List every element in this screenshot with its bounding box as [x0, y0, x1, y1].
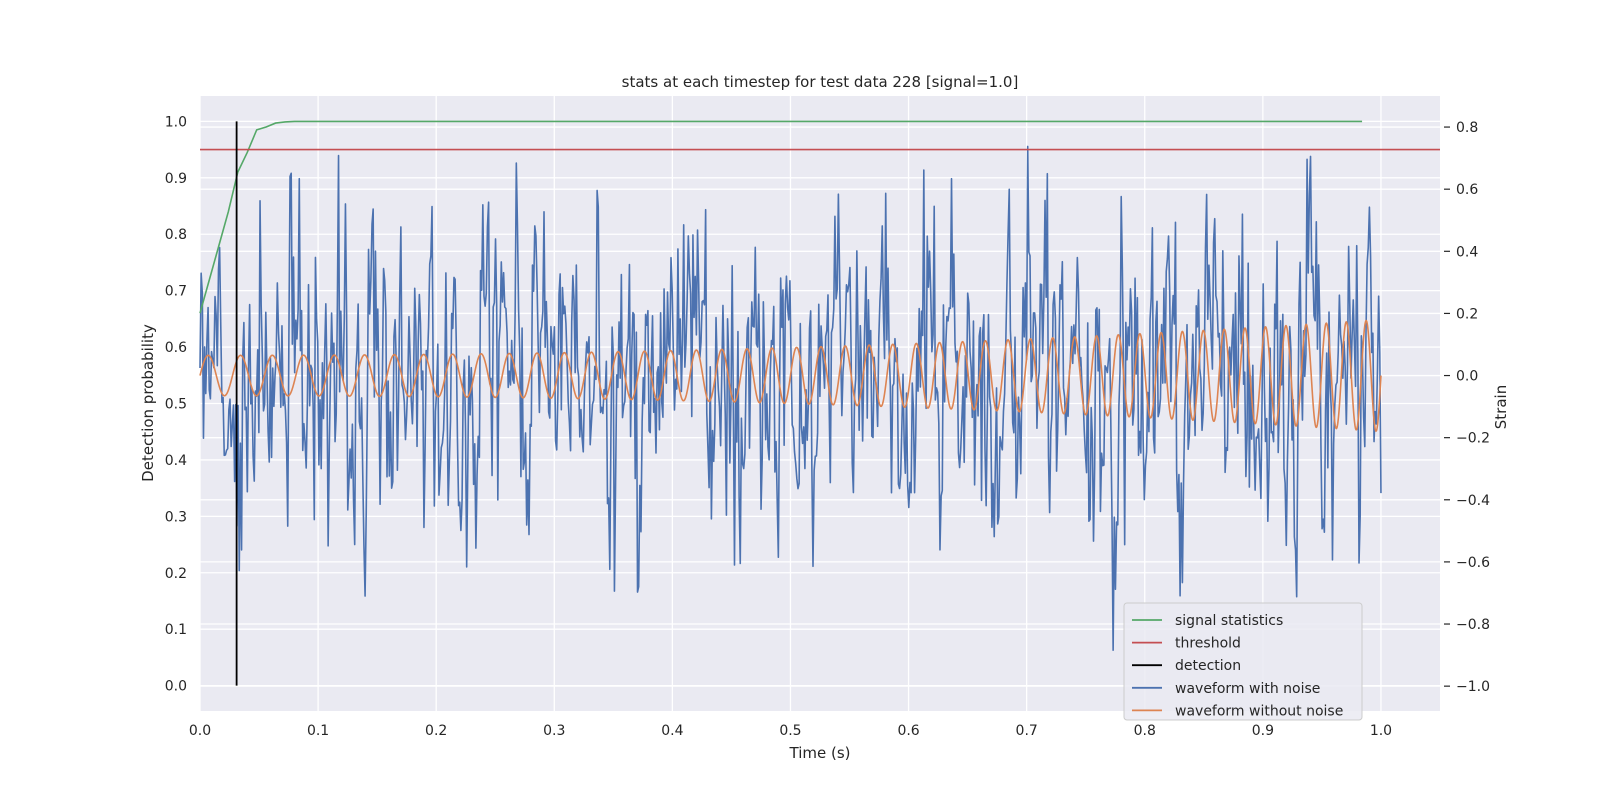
x-tick-label: 0.3 — [543, 723, 565, 739]
y-right-tick-label: −1.0 — [1456, 679, 1490, 695]
y-left-tick-label: 0.8 — [165, 227, 187, 243]
y-right-tick-label: 0.0 — [1456, 369, 1478, 385]
x-tick-label: 0.5 — [779, 723, 801, 739]
legend-label-detection: detection — [1175, 658, 1241, 674]
y-right-tick-label: 0.2 — [1456, 306, 1478, 322]
x-tick-label: 0.0 — [189, 723, 211, 739]
y-right-tick-label: −0.2 — [1456, 431, 1490, 447]
x-tick-label: 0.4 — [661, 723, 683, 739]
y-left-tick-label: 0.1 — [165, 622, 187, 638]
y-left-axis-ticks: 0.0 0.1 0.2 0.3 0.4 0.5 0.6 0.7 0.8 0.9 1.0 — [165, 114, 187, 694]
x-axis-ticks: 0.0 0.1 0.2 0.3 0.4 0.5 0.6 0.7 0.8 0.9 1.0 — [189, 723, 1392, 739]
x-tick-label: 0.6 — [897, 723, 919, 739]
signal-statistics-line — [199, 120, 1363, 314]
legend-label-waveform-without-noise: waveform without noise — [1175, 703, 1343, 719]
y-left-tick-label: 0.9 — [165, 171, 187, 187]
x-tick-label: 0.9 — [1252, 723, 1274, 739]
series-layer — [199, 120, 1440, 686]
y-left-tick-label: 0.2 — [165, 566, 187, 582]
x-tick-label: 0.7 — [1016, 723, 1038, 739]
y-right-tick-label: 0.4 — [1456, 244, 1478, 260]
y-left-tick-label: 0.3 — [165, 509, 187, 525]
waveform-with-noise-line — [199, 145, 1382, 651]
legend: signal statistics threshold detection wavef… — [1123, 602, 1363, 721]
y-left-axis-label: Detection probability — [139, 324, 157, 482]
y-right-tick-label: −0.6 — [1456, 555, 1490, 571]
y-right-axis-ticks: −1.0 −0.8 −0.6 −0.4 −0.2 0.0 0.2 0.4 0.6 0.8 — [1444, 120, 1490, 695]
x-tick-label: 0.8 — [1134, 723, 1156, 739]
chart-title: stats at each timestep for test data 228… — [622, 73, 1019, 91]
x-tick-label: 0.1 — [307, 723, 329, 739]
x-tick-label: 1.0 — [1370, 723, 1392, 739]
x-axis-label: Time (s) — [789, 744, 851, 762]
legend-label-signal-statistics: signal statistics — [1175, 613, 1283, 629]
y-left-tick-label: 0.0 — [165, 679, 187, 695]
y-right-tick-label: −0.8 — [1456, 617, 1490, 633]
y-left-tick-label: 0.5 — [165, 397, 187, 413]
y-right-tick-label: −0.4 — [1456, 493, 1490, 509]
y-right-axis-label: Strain — [1492, 385, 1510, 429]
x-tick-label: 0.2 — [425, 723, 447, 739]
y-right-tick-label: 0.6 — [1456, 182, 1478, 198]
legend-label-waveform-with-noise: waveform with noise — [1175, 681, 1320, 697]
y-left-tick-label: 0.7 — [165, 284, 187, 300]
y-left-tick-label: 0.6 — [165, 340, 187, 356]
y-left-tick-label: 1.0 — [165, 114, 187, 130]
y-left-tick-label: 0.4 — [165, 453, 187, 469]
y-right-tick-label: 0.8 — [1456, 120, 1478, 136]
waveform-without-noise-line — [199, 319, 1382, 433]
legend-box — [1123, 602, 1363, 721]
legend-label-threshold: threshold — [1175, 636, 1241, 652]
